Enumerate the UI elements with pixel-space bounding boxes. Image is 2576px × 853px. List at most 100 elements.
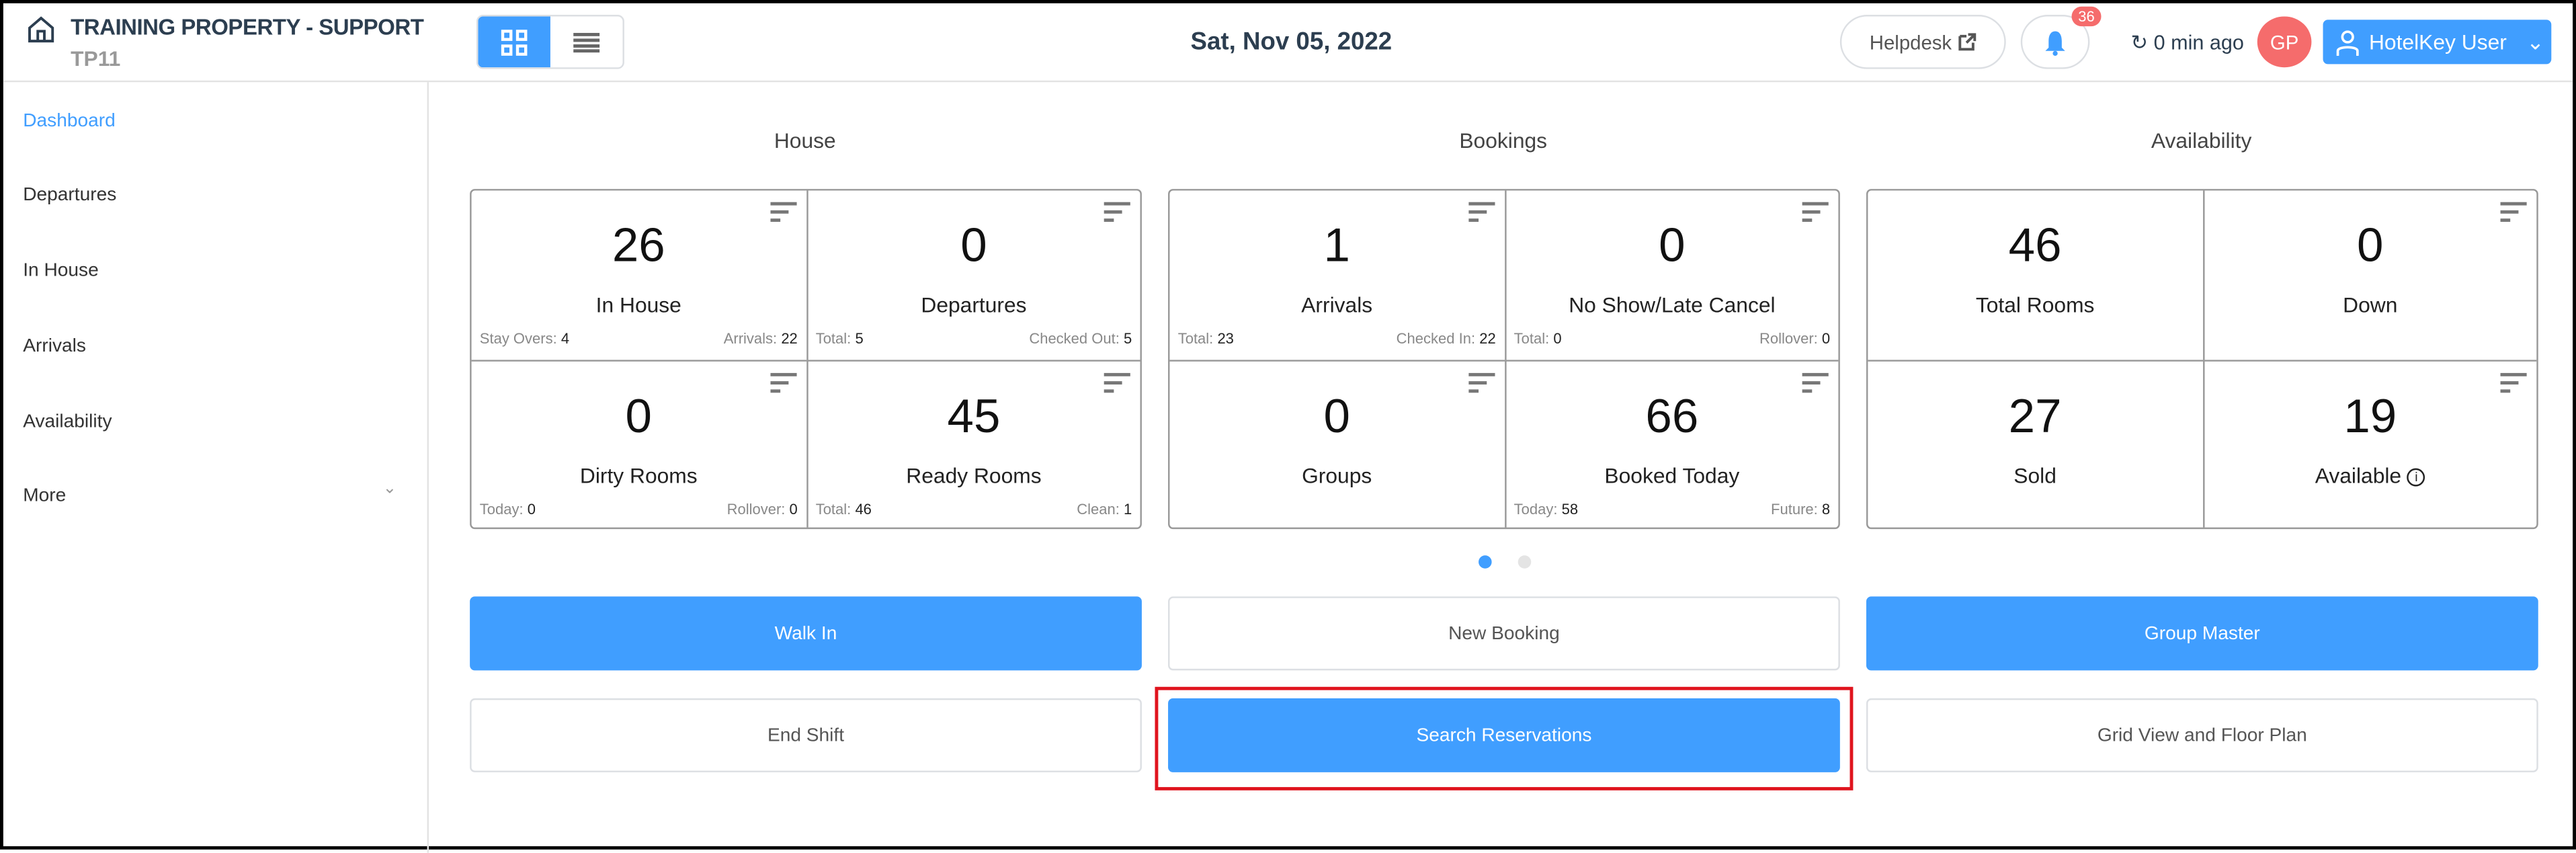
info-icon[interactable]: i — [2407, 467, 2425, 486]
filter-icon[interactable] — [1104, 372, 1130, 397]
notifications-button[interactable] — [2020, 15, 2090, 69]
carousel-dot-2[interactable] — [1518, 555, 1532, 569]
stat-card-sold[interactable]: 27 Sold — [1868, 359, 2202, 528]
stat-left-detail: Total: 0 — [1514, 330, 1562, 346]
list-view-button[interactable] — [550, 16, 623, 67]
walk-in-button[interactable]: Walk In — [470, 596, 1142, 671]
stat-card-down[interactable]: 0 Down — [2202, 190, 2536, 360]
stat-label: Sold — [1868, 462, 2202, 487]
detail-value: 22 — [1479, 330, 1496, 347]
stat-label: Departures — [807, 292, 1140, 317]
filter-icon[interactable] — [770, 202, 796, 227]
home-icon[interactable] — [26, 15, 56, 44]
stat-label-text: In House — [595, 292, 681, 317]
grid-view-floor-plan-button[interactable]: Grid View and Floor Plan — [1866, 698, 2538, 772]
stat-value: 26 — [612, 220, 665, 273]
filter-icon[interactable] — [1802, 372, 1829, 397]
notification-count-badge: 36 — [2071, 6, 2102, 27]
property-code: TP11 — [71, 46, 121, 71]
property-name: TRAINING PROPERTY - SUPPORT — [71, 15, 424, 40]
filter-icon[interactable] — [1104, 202, 1130, 227]
detail-value: 5 — [1123, 330, 1132, 347]
user-name: HotelKey User — [2368, 30, 2507, 54]
current-date: Sat, Nov 05, 2022 — [1190, 28, 1393, 56]
chevron-down-icon[interactable]: ⌄ — [382, 479, 397, 498]
stat-card-dirty-rooms[interactable]: 0 Dirty Rooms Today: 0 Rollover: 0 — [471, 359, 806, 528]
sidebar-item-arrivals[interactable]: Arrivals — [23, 337, 86, 357]
stat-card-arrivals[interactable]: 1 Arrivals Total: 23 Checked In: 22 — [1169, 191, 1503, 360]
sidebar-item-departures[interactable]: Departures — [23, 186, 117, 206]
stat-label-text: Sold — [2013, 462, 2056, 487]
filter-icon[interactable] — [1468, 372, 1495, 397]
detail-label: Arrivals: — [723, 330, 778, 347]
stat-label-text: Total Rooms — [1975, 292, 2095, 317]
helpdesk-button[interactable]: Helpdesk — [1839, 15, 2006, 69]
grid-icon — [501, 29, 528, 55]
stat-card-in-house[interactable]: 26 In House Stay Overs: 4 Arrivals: 22 — [472, 191, 806, 360]
refresh-status[interactable]: ↻ 0 min ago — [2131, 30, 2244, 54]
section-title-house: House — [774, 128, 836, 153]
stat-card-available[interactable]: 19 Available i — [2202, 359, 2537, 528]
search-reservations-button[interactable]: Search Reservations — [1168, 698, 1840, 772]
highlight-box — [1155, 686, 1854, 790]
group-master-button[interactable]: Group Master — [1866, 596, 2538, 671]
stat-label-text: Dirty Rooms — [579, 462, 698, 487]
end-shift-button[interactable]: End Shift — [470, 698, 1142, 772]
avatar[interactable]: GP — [2257, 16, 2312, 68]
stat-value: 0 — [960, 220, 987, 273]
house-panel: 26 In House Stay Overs: 4 Arrivals: 22 0 Depa… — [470, 189, 1142, 530]
filter-icon[interactable] — [770, 372, 796, 397]
stat-value: 66 — [1645, 390, 1699, 443]
stat-card-groups[interactable]: 0 Groups — [1169, 359, 1504, 528]
stat-card-no-show-late-cancel[interactable]: 0 No Show/Late Cancel Total: 0 Rollover: 0 — [1503, 190, 1838, 360]
stat-card-total-rooms[interactable]: 46 Total Rooms — [1868, 191, 2202, 360]
detail-value: 0 — [527, 500, 536, 517]
sidebar-item-in-house[interactable]: In House — [23, 261, 99, 282]
refresh-text: 0 min ago — [2153, 31, 2244, 54]
detail-label: Checked Out: — [1029, 330, 1120, 347]
filter-icon[interactable] — [2500, 372, 2527, 397]
stat-card-booked-today[interactable]: 66 Booked Today Today: 58 Future: 8 — [1503, 359, 1839, 528]
stat-right-detail: Checked Out: 5 — [1029, 330, 1132, 346]
stat-label: Groups — [1169, 462, 1503, 487]
stat-left-detail: Total: 23 — [1178, 330, 1234, 346]
stat-value: 45 — [947, 390, 1001, 443]
sidebar-item-dashboard[interactable]: Dashboard — [23, 112, 116, 132]
detail-value: 46 — [855, 500, 872, 517]
detail-value: 4 — [560, 330, 570, 347]
stat-value: 0 — [625, 390, 653, 443]
sidebar: Dashboard Departures In House Arrivals A… — [3, 82, 429, 853]
detail-value: 1 — [1123, 500, 1132, 517]
carousel-dot-1[interactable] — [1479, 555, 1492, 569]
filter-icon[interactable] — [1802, 202, 1829, 227]
stat-card-ready-rooms[interactable]: 45 Ready Rooms Total: 46 Clean: 1 — [806, 359, 1140, 528]
bell-icon — [2045, 30, 2065, 55]
filter-icon[interactable] — [2500, 202, 2527, 227]
detail-value: 0 — [789, 500, 798, 517]
stat-value: 0 — [1659, 220, 1686, 273]
stat-value: 0 — [2357, 220, 2384, 273]
stat-label: Booked Today — [1505, 462, 1838, 487]
stat-value: 1 — [1323, 220, 1350, 273]
stat-value: 19 — [2343, 390, 2397, 443]
stat-right-detail: Rollover: 0 — [1759, 330, 1830, 346]
user-icon — [2336, 30, 2359, 55]
detail-label: Total: — [1177, 330, 1214, 347]
sidebar-item-more[interactable]: More — [23, 486, 67, 506]
external-link-icon — [1958, 33, 1977, 51]
stat-label-text: No Show/Late Cancel — [1569, 292, 1776, 317]
filter-icon[interactable] — [1468, 202, 1495, 227]
detail-value: 5 — [855, 330, 864, 347]
stat-label: No Show/Late Cancel — [1505, 292, 1838, 317]
stat-label: Dirty Rooms — [472, 462, 806, 487]
new-booking-button[interactable]: New Booking — [1168, 596, 1840, 671]
view-toggle — [476, 15, 624, 69]
availability-panel: 46 Total Rooms 0 Down 27 Sold 19 Available i — [1866, 189, 2538, 530]
chevron-down-icon: ⌄ — [2526, 28, 2544, 54]
stat-left-detail: Today: 58 — [1514, 500, 1578, 516]
section-title-availability: Availability — [2151, 128, 2252, 153]
stat-card-departures[interactable]: 0 Departures Total: 5 Checked Out: 5 — [806, 190, 1140, 360]
grid-view-button[interactable] — [478, 16, 550, 68]
user-menu-button[interactable]: HotelKey User ⌄ — [2323, 19, 2552, 65]
sidebar-item-availability[interactable]: Availability — [23, 412, 112, 432]
